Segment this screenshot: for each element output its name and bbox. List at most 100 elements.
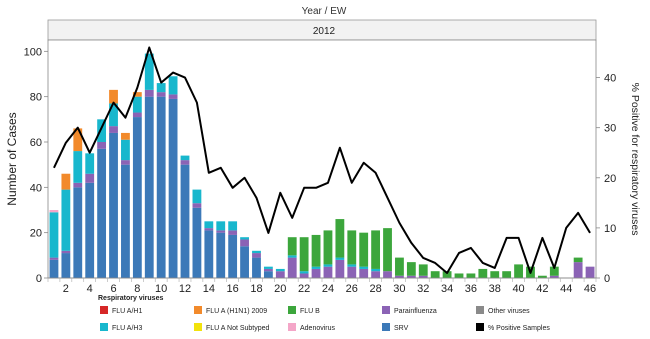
bar-segment: [406, 262, 416, 276]
legend-swatch: [476, 323, 484, 331]
bar-segment: [418, 264, 428, 276]
year-label: 2012: [313, 26, 336, 37]
legend-swatch: [100, 306, 108, 314]
x-tick-label: 32: [417, 283, 429, 295]
bar-segment: [263, 271, 273, 278]
legend-entry-label: FLU A/H3: [112, 325, 142, 332]
bar-segment: [132, 112, 142, 118]
legend-swatch: [476, 306, 484, 314]
legend-entry-label: Adenovirus: [300, 325, 336, 332]
y-tick-label: 80: [30, 92, 42, 104]
x-tick-label: 36: [465, 283, 477, 295]
x-tick-label: 14: [203, 283, 215, 295]
bar-segment: [109, 126, 118, 133]
bar-segment: [299, 237, 309, 272]
y-tick-label: 40: [30, 182, 42, 194]
bar-segment: [61, 250, 71, 254]
bar-segment: [323, 264, 333, 267]
bar-segment: [371, 230, 381, 269]
y2-axis: 0 10 20 30 40: [596, 73, 616, 285]
bar-segment: [311, 268, 321, 278]
x-tick-label: 12: [179, 283, 191, 295]
bar-segment: [49, 259, 59, 278]
bar-segment: [240, 239, 249, 247]
x-tick-label: 16: [227, 283, 239, 295]
bar-segment: [383, 271, 392, 278]
bar-segment: [537, 275, 547, 278]
x-tick-label: 46: [584, 283, 596, 295]
bar-segment: [323, 266, 333, 278]
legend-entry-label: % Positive Samples: [488, 325, 550, 332]
legend-swatch: [194, 323, 202, 331]
bar-segment: [228, 221, 238, 231]
x-tick-label: 34: [441, 283, 453, 295]
bar-segment: [466, 273, 476, 278]
bar-segment: [359, 266, 369, 269]
bar-segment: [97, 148, 107, 278]
legend-entry-label: FLU A (H1N1) 2009: [206, 308, 267, 315]
bar-segment: [406, 275, 416, 278]
bar-segment: [514, 264, 523, 278]
x-tick-label: 4: [87, 283, 93, 295]
x-tick-label: 28: [369, 283, 381, 295]
bar-segment: [287, 255, 297, 258]
bar-segment: [585, 266, 595, 278]
bar-layer: [49, 53, 595, 279]
bar-segment: [240, 237, 249, 240]
y2-tick-label: 0: [604, 273, 610, 285]
bar-segment: [49, 210, 59, 213]
bar-segment: [347, 230, 357, 265]
bar-segment: [73, 128, 83, 152]
bar-segment: [311, 266, 321, 269]
bar-segment: [73, 187, 83, 278]
bar-segment: [49, 212, 59, 258]
x-tick-label: 44: [560, 283, 572, 295]
bar-segment: [549, 275, 559, 278]
bar-segment: [168, 98, 178, 279]
bar-segment: [371, 271, 381, 278]
bar-segment: [168, 76, 178, 95]
bar-segment: [168, 94, 178, 99]
bar-segment: [144, 96, 154, 278]
bar-segment: [192, 207, 202, 278]
bar-segment: [192, 189, 202, 204]
bar-segment: [85, 153, 95, 174]
bar-segment: [180, 164, 190, 278]
bar-segment: [216, 221, 226, 231]
bar-segment: [395, 257, 404, 276]
legend-swatch: [288, 306, 296, 314]
bar-segment: [49, 257, 59, 260]
legend-entry-label: FLU A Not Subtyped: [206, 325, 270, 332]
bar-segment: [478, 268, 488, 278]
bar-segment: [109, 89, 118, 104]
y2-tick-label: 10: [604, 223, 616, 235]
y-axis: 0 20 40 60 80 100: [24, 46, 48, 285]
bar-segment: [97, 142, 107, 149]
bar-segment: [85, 182, 95, 278]
bar-segment: [347, 266, 357, 278]
y2-axis-label: % Positive for respiratory viruses: [629, 83, 641, 236]
bar-segment: [323, 230, 333, 265]
bar-segment: [240, 246, 249, 278]
x-tick-label: 8: [134, 283, 140, 295]
bar-segment: [61, 189, 71, 251]
x-tick-label: 42: [536, 283, 548, 295]
legend-entry-label: Other viruses: [488, 308, 530, 315]
bar-segment: [263, 268, 273, 272]
bar-segment: [252, 250, 261, 254]
bar-segment: [61, 173, 71, 190]
header-label: Year / EW: [302, 6, 347, 17]
x-tick-label: 10: [155, 283, 167, 295]
bar-segment: [359, 232, 369, 267]
bar-segment: [204, 230, 214, 278]
bar-segment: [156, 83, 166, 93]
x-tick-label: 6: [110, 283, 116, 295]
y2-tick-label: 40: [604, 73, 616, 85]
line-layer: [53, 46, 591, 274]
bar-segment: [359, 268, 369, 278]
bar-segment: [287, 257, 297, 278]
legend-entry-label: FLU A/H1: [112, 308, 142, 315]
bar-segment: [502, 271, 512, 278]
legend-entry-label: FLU B: [300, 308, 320, 315]
bar-segment: [335, 219, 345, 258]
